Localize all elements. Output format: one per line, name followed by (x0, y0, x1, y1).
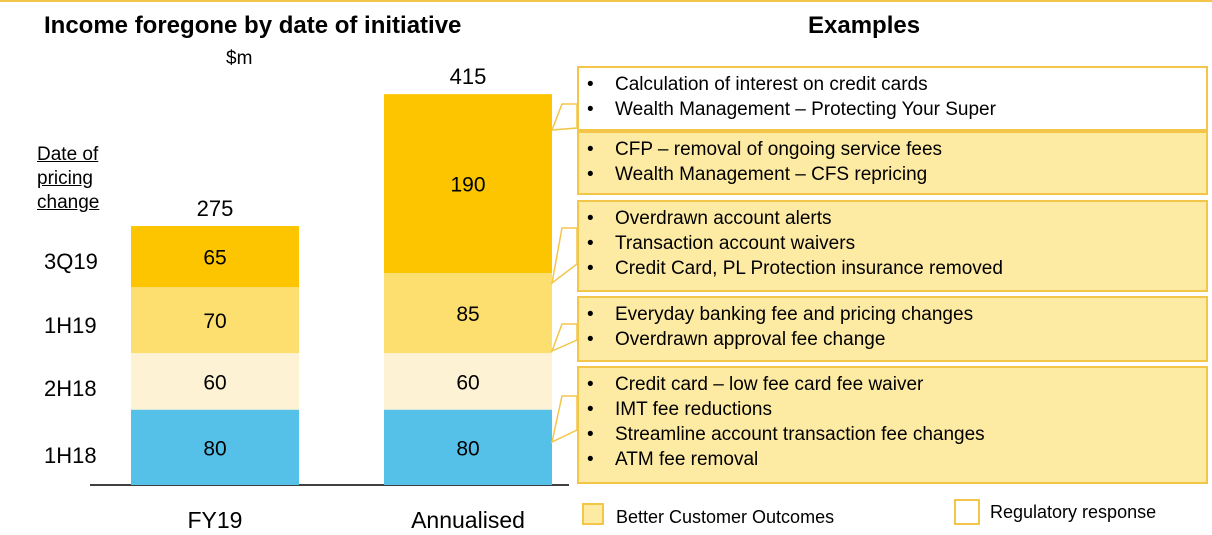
example-item: Everyday banking fee and pricing changes (587, 302, 1196, 327)
example-list: Everyday banking fee and pricing changes… (587, 302, 1196, 352)
bar-segment (384, 94, 552, 274)
example-box: CFP – removal of ongoing service feesWea… (577, 131, 1208, 195)
example-item: IMT fee reductions (587, 397, 1196, 422)
callout-pointer (550, 323, 578, 353)
pricing-change-label-line: change (37, 192, 100, 213)
bar-segment (384, 409, 552, 485)
data-label: 85 (456, 303, 479, 326)
example-list: Calculation of interest on credit cardsW… (587, 72, 1196, 122)
bar-segment (131, 226, 299, 288)
data-label: 80 (203, 437, 226, 460)
period-label-1h19: 1H19 (44, 313, 97, 338)
example-item: ATM fee removal (587, 447, 1196, 472)
bar-segment (131, 353, 299, 410)
example-list: Overdrawn account alertsTransaction acco… (587, 206, 1196, 281)
chart-title: Income foregone by date of initiative (44, 12, 462, 39)
data-label: 60 (456, 371, 479, 394)
example-item: Wealth Management – CFS repricing (587, 162, 1196, 187)
data-label: 190 (450, 174, 485, 197)
bar-segment (384, 273, 552, 354)
example-item: Wealth Management – Protecting Your Supe… (587, 97, 1196, 122)
example-item: Calculation of interest on credit cards (587, 72, 1196, 97)
unit-label: $m (226, 48, 253, 69)
period-label-1h18: 1H18 (44, 443, 97, 468)
example-box: Overdrawn account alertsTransaction acco… (577, 200, 1208, 292)
period-label-2h18: 2H18 (44, 376, 97, 401)
example-item: Streamline account transaction fee chang… (587, 422, 1196, 447)
data-label: 80 (456, 437, 479, 460)
example-item: Credit card – low fee card fee waiver (587, 372, 1196, 397)
top-rule (0, 0, 1212, 2)
category-label: FY19 (188, 507, 243, 533)
pricing-change-label-line: pricing (37, 168, 93, 189)
legend-label-regulatory-response: Regulatory response (990, 502, 1157, 522)
pricing-change-label-line: Date of (37, 144, 99, 165)
examples-title: Examples (808, 12, 921, 39)
period-label-3q19: 3Q19 (44, 249, 98, 274)
total-label: 415 (450, 64, 487, 89)
example-list: CFP – removal of ongoing service feesWea… (587, 137, 1196, 187)
example-item: Overdrawn account alerts (587, 206, 1196, 231)
example-box: Everyday banking fee and pricing changes… (577, 296, 1208, 362)
example-box: Credit card – low fee card fee waiverIMT… (577, 366, 1208, 484)
example-list: Credit card – low fee card fee waiverIMT… (587, 372, 1196, 472)
legend-swatch-regulatory-response (954, 499, 980, 525)
data-label: 65 (203, 247, 226, 270)
bar-segment (384, 353, 552, 410)
example-box: Calculation of interest on credit cardsW… (577, 66, 1208, 131)
example-item: CFP – removal of ongoing service fees (587, 137, 1196, 162)
legend-label-better-customer-outcomes: Better Customer Outcomes (616, 507, 835, 527)
bar-segment (131, 409, 299, 485)
legend-swatch-better-customer-outcomes (582, 503, 604, 525)
pricing-change-label: Date of pricing change (37, 143, 99, 215)
callout-pointer (550, 395, 578, 444)
data-label: 70 (203, 310, 226, 333)
callout-pointer (550, 227, 578, 285)
example-item: Overdrawn approval fee change (587, 327, 1196, 352)
total-label: 275 (197, 196, 234, 221)
example-item: Transaction account waivers (587, 231, 1196, 256)
category-label: Annualised (411, 507, 525, 533)
bar-segment (131, 287, 299, 354)
data-label: 60 (203, 371, 226, 394)
callout-pointer (550, 103, 578, 131)
example-item: Credit Card, PL Protection insurance rem… (587, 256, 1196, 281)
